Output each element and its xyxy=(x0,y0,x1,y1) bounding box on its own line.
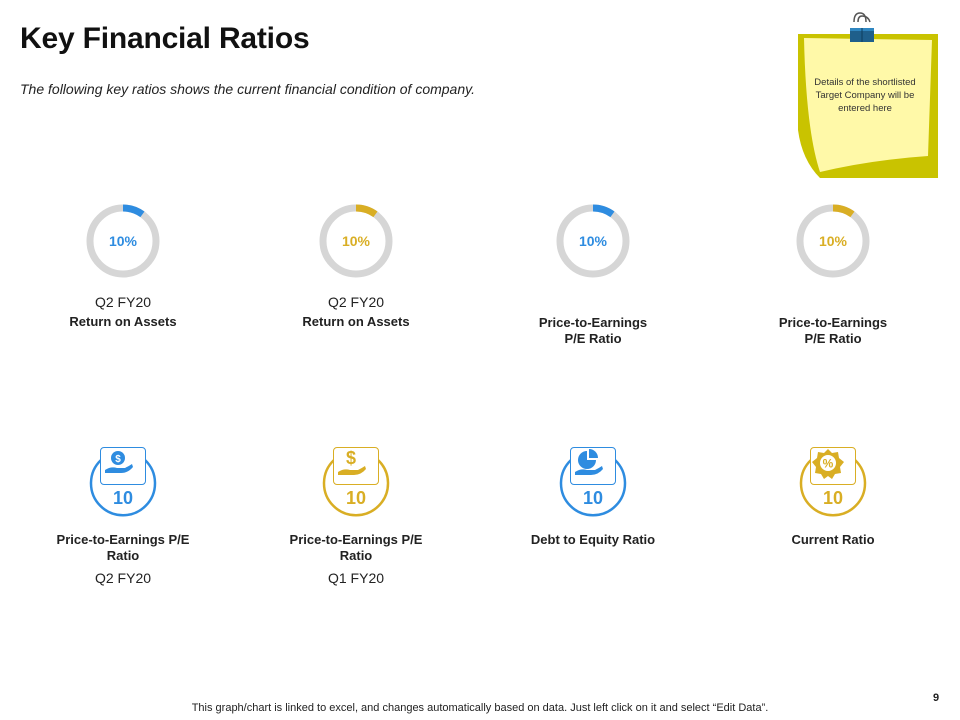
svg-text:$: $ xyxy=(346,448,356,468)
donut-segment xyxy=(319,204,393,278)
donut-chart: 10% xyxy=(796,204,870,278)
metric-card: $ 10 Price-to-Earnings P/E Ratio Q1 FY20 xyxy=(266,446,446,586)
ratio-card: 10% Q2 FY20 Return on Assets xyxy=(38,202,208,330)
metric-label: Current Ratio xyxy=(791,532,875,547)
sticky-note: Details of the shortlisted Target Compan… xyxy=(790,10,940,182)
metric-period: Q1 FY20 xyxy=(327,570,385,586)
page-number: 9 xyxy=(933,692,940,704)
sticky-note-shape xyxy=(798,12,938,178)
ratio-label: Return on Assets xyxy=(69,314,177,329)
metric-arc xyxy=(559,459,627,517)
ratio-period: Q2 FY20 xyxy=(327,294,385,310)
donut-value: 10% xyxy=(109,233,138,249)
percent-badge-icon: % xyxy=(810,447,856,485)
donut-value: 10% xyxy=(819,233,848,249)
ratio-period: Q2 FY20 xyxy=(94,294,152,310)
page-title: Key Financial Ratios xyxy=(20,22,310,55)
donut-segment xyxy=(796,204,870,278)
footer-note: This graph/chart is linked to excel, and… xyxy=(191,702,769,714)
metric-label: Price-to-Earnings P/E Ratio xyxy=(56,532,190,563)
metric-value: 10 xyxy=(822,488,844,508)
pie-chart-hand-icon xyxy=(570,447,616,485)
ratio-label: Return on Assets xyxy=(302,314,410,329)
svg-text:$: $ xyxy=(115,454,121,465)
metric-arc xyxy=(322,459,390,517)
svg-text:%: % xyxy=(823,457,834,471)
metric-card: % 10 Current Ratio xyxy=(743,446,923,548)
donut-segment xyxy=(556,204,630,278)
metric-value: 10 xyxy=(582,488,604,508)
dollar-hand-icon: $ xyxy=(333,447,379,485)
ratio-card: 10% Price-to-Earnings P/E Ratio xyxy=(508,202,678,347)
metric-arc xyxy=(799,459,867,517)
donut-segment xyxy=(86,204,160,278)
ratio-card: 10% Price-to-Earnings P/E Ratio xyxy=(748,202,918,347)
metric-label: Debt to Equity Ratio xyxy=(530,532,656,547)
binder-clip-icon xyxy=(850,12,874,42)
ratio-label: Price-to-Earnings P/E Ratio xyxy=(778,315,888,346)
metric-period: Q2 FY20 xyxy=(94,570,152,586)
metric-arc xyxy=(89,459,157,517)
donut-chart: 10% xyxy=(86,204,160,278)
metric-card: 10 Debt to Equity Ratio xyxy=(503,446,683,548)
sticky-note-text: Details of the shortlisted Target Compan… xyxy=(814,77,916,114)
dollar-coin-hand-icon: $ xyxy=(100,447,146,485)
ratio-label: Price-to-Earnings P/E Ratio xyxy=(538,315,648,346)
donut-chart: 10% xyxy=(319,204,393,278)
donut-chart: 10% xyxy=(556,204,630,278)
metric-value: 10 xyxy=(345,488,367,508)
ratio-card: 10% Q2 FY20 Return on Assets xyxy=(271,202,441,330)
donut-value: 10% xyxy=(342,233,371,249)
metric-label: Price-to-Earnings P/E Ratio xyxy=(289,532,423,563)
page-subtitle: The following key ratios shows the curre… xyxy=(20,81,475,97)
metric-card: $ 10 Price-to-Earnings P/E Ratio Q2 FY20 xyxy=(33,446,213,586)
metric-value: 10 xyxy=(112,488,134,508)
donut-value: 10% xyxy=(579,233,608,249)
